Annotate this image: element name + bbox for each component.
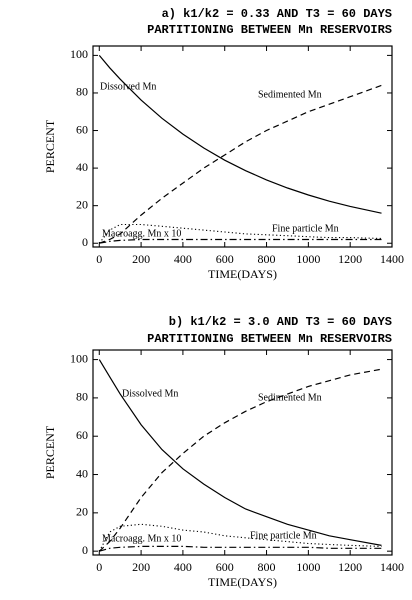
chart-title: a) k1/k2 = 0.33 AND T3 = 60 DAYS [162, 7, 392, 21]
series-line [99, 84, 382, 244]
series-line [98, 55, 382, 214]
x-tick-label: 400 [174, 252, 192, 266]
x-tick-label: 400 [174, 560, 192, 574]
y-tick-label: 80 [76, 85, 88, 99]
series-label: Dissolved Mn [122, 388, 178, 399]
series-label: Sedimented Mn [258, 89, 322, 100]
x-axis-label: TIME(DAYS) [208, 267, 277, 281]
y-tick-label: 60 [76, 122, 88, 136]
series-line [99, 238, 382, 244]
x-tick-label: 800 [258, 560, 276, 574]
x-tick-label: 0 [96, 252, 102, 266]
series-line [98, 359, 382, 546]
x-tick-label: 200 [132, 560, 150, 574]
series-label: Macroagg. Mn x 10 [102, 228, 181, 239]
series-line [98, 523, 382, 552]
y-axis-label: PERCENT [43, 119, 57, 173]
y-tick-label: 20 [76, 505, 88, 519]
series-line [99, 545, 382, 552]
chart-subtitle: PARTITIONING BETWEEN Mn RESERVOIRS [147, 332, 392, 346]
plot-frame [92, 349, 393, 556]
y-tick-label: 80 [76, 390, 88, 404]
y-tick-label: 0 [82, 543, 88, 557]
x-tick-label: 1400 [380, 252, 404, 266]
series-label: Fine particle Mn [250, 530, 317, 541]
x-tick-label: 1000 [296, 252, 320, 266]
chart-subtitle: PARTITIONING BETWEEN Mn RESERVOIRS [147, 23, 392, 37]
y-tick-label: 40 [76, 160, 88, 174]
series-label: Macroagg. Mn x 10 [102, 533, 181, 544]
x-tick-label: 0 [96, 560, 102, 574]
x-tick-label: 1400 [380, 560, 404, 574]
x-tick-label: 600 [216, 252, 234, 266]
y-tick-label: 40 [76, 466, 88, 480]
x-tick-label: 1000 [296, 560, 320, 574]
x-axis-label: TIME(DAYS) [208, 575, 277, 589]
series-line [98, 368, 382, 552]
y-tick-label: 100 [70, 351, 88, 365]
x-tick-label: 800 [258, 252, 276, 266]
x-tick-label: 1200 [338, 560, 362, 574]
series-label: Sedimented Mn [258, 392, 322, 403]
series-line [98, 223, 382, 244]
x-tick-label: 600 [216, 560, 234, 574]
y-tick-label: 20 [76, 197, 88, 211]
y-tick-label: 0 [82, 235, 88, 249]
chart-title: b) k1/k2 = 3.0 AND T3 = 60 DAYS [169, 315, 392, 329]
x-tick-label: 200 [132, 252, 150, 266]
x-tick-label: 1200 [338, 252, 362, 266]
series-label: Fine particle Mn [272, 223, 339, 234]
y-axis-label: PERCENT [43, 425, 57, 479]
y-tick-label: 60 [76, 428, 88, 442]
series-label: Dissolved Mn [100, 81, 156, 92]
y-tick-label: 100 [70, 47, 88, 61]
plot-frame [92, 45, 393, 248]
